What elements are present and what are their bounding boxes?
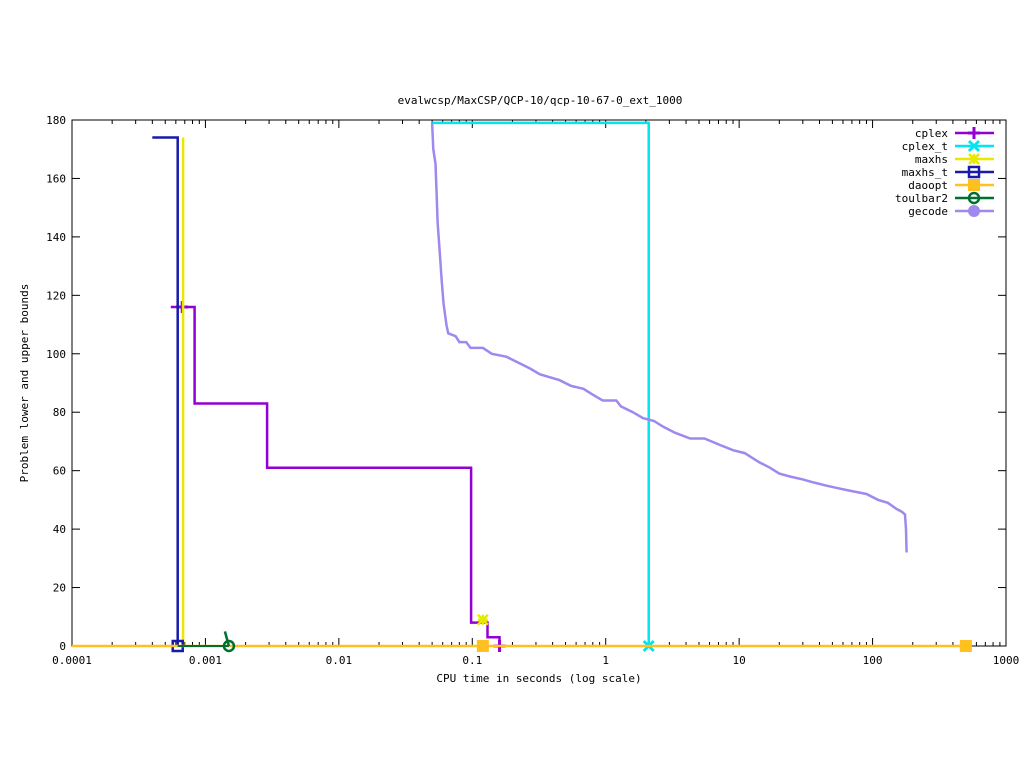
legend-label: toulbar2 bbox=[895, 192, 948, 205]
plot-area bbox=[71, 119, 1007, 647]
y-tick-label: 0 bbox=[59, 640, 66, 653]
legend-item-maxhs: maxhs bbox=[915, 153, 994, 166]
legend-marker bbox=[968, 179, 980, 191]
series-cplex_t bbox=[432, 121, 655, 653]
legend-item-cplex_t: cplex_t bbox=[902, 139, 994, 153]
legend-label: cplex bbox=[915, 127, 948, 140]
y-tick-label: 140 bbox=[46, 231, 66, 244]
legend-marker bbox=[967, 139, 981, 153]
axes: 0.0001 0.001 0.01 0.1 1 10 100 1000 0 20 40 60 80 100… bbox=[46, 114, 1019, 667]
x-tick-label: 0.01 bbox=[326, 654, 353, 667]
x-tick-label: 100 bbox=[863, 654, 883, 667]
legend: cplexcplex_tmaxhsmaxhs_tdaoopttoulbar2ge… bbox=[895, 127, 994, 218]
y-tick-label: 80 bbox=[53, 406, 66, 419]
series-gecode-upper-bound bbox=[430, 122, 908, 553]
y-tick-label: 180 bbox=[46, 114, 66, 127]
y-tick-label: 40 bbox=[53, 523, 66, 536]
series-maxhs bbox=[181, 137, 489, 647]
series-daoopt-point bbox=[959, 640, 972, 652]
legend-marker bbox=[968, 127, 980, 139]
series-toulbar2-upper-bound bbox=[223, 631, 231, 647]
legend-item-toulbar2: toulbar2 bbox=[895, 191, 994, 205]
x-tick-label: 10 bbox=[733, 654, 746, 667]
legend-item-maxhs_t: maxhs_t bbox=[902, 165, 994, 179]
y-axis-label: Problem lower and upper bounds bbox=[18, 284, 31, 483]
series-daoopt-point bbox=[476, 640, 489, 652]
legend-marker bbox=[968, 153, 980, 165]
y-tick-label: 60 bbox=[53, 465, 66, 478]
series-cplex-upper-bound bbox=[170, 305, 501, 646]
legend-marker bbox=[968, 205, 980, 217]
legend-label: maxhs bbox=[915, 153, 948, 166]
legend-label: gecode bbox=[908, 205, 948, 218]
legend-item-gecode: gecode bbox=[908, 205, 994, 218]
y-tick-label: 100 bbox=[46, 348, 66, 361]
x-axis-label: CPU time in seconds (log scale) bbox=[436, 672, 641, 685]
x-tick-label: 1000 bbox=[993, 654, 1020, 667]
series-layer bbox=[72, 121, 972, 653]
series-cplex_t-upper-bound bbox=[432, 121, 650, 646]
legend-marker bbox=[967, 165, 981, 179]
legend-marker bbox=[967, 191, 981, 205]
series-maxhs_t-upper-bound bbox=[152, 136, 179, 646]
legend-item-cplex: cplex bbox=[915, 127, 994, 140]
y-tick-label: 160 bbox=[46, 172, 66, 185]
x-tick-label: 1 bbox=[602, 654, 609, 667]
y-tick-label: 20 bbox=[53, 582, 66, 595]
x-tick-label: 0.1 bbox=[462, 654, 482, 667]
legend-label: maxhs_t bbox=[902, 166, 948, 179]
series-toulbar2 bbox=[177, 631, 236, 653]
series-cplex bbox=[170, 301, 506, 652]
x-tick-label: 0.001 bbox=[189, 654, 222, 667]
series-toulbar2-point bbox=[222, 639, 236, 653]
series-gecode bbox=[430, 122, 908, 553]
series-maxhs_t bbox=[152, 136, 184, 653]
legend-label: cplex_t bbox=[902, 140, 948, 153]
y-tick-label: 120 bbox=[46, 289, 66, 302]
x-tick-label: 0.0001 bbox=[52, 654, 92, 667]
series-maxhs-point bbox=[476, 613, 489, 626]
legend-item-daoopt: daoopt bbox=[908, 179, 994, 192]
chart-title: evalwcsp/MaxCSP/QCP-10/qcp-10-67-0_ext_1… bbox=[398, 94, 683, 107]
legend-label: daoopt bbox=[908, 179, 948, 192]
